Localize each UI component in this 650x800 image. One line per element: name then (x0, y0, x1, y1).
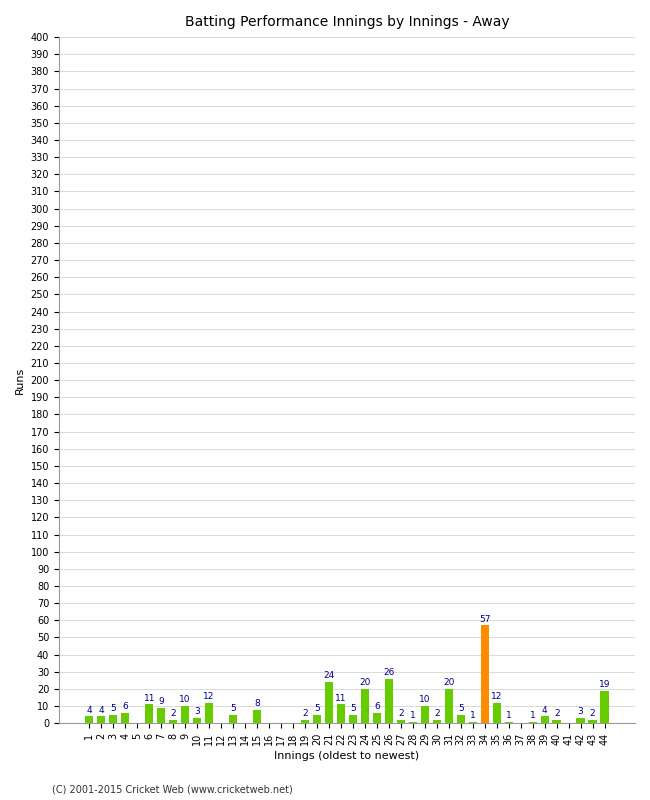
Text: 9: 9 (159, 697, 164, 706)
Text: 4: 4 (86, 706, 92, 714)
Text: 2: 2 (554, 709, 560, 718)
Text: 2: 2 (398, 709, 404, 718)
Title: Batting Performance Innings by Innings - Away: Batting Performance Innings by Innings -… (185, 15, 509, 29)
Text: 20: 20 (359, 678, 370, 687)
Text: 1: 1 (470, 710, 476, 720)
Bar (313, 714, 321, 723)
Bar (205, 702, 213, 723)
Text: 10: 10 (419, 695, 430, 704)
Text: 57: 57 (479, 614, 491, 624)
Bar (229, 714, 237, 723)
Bar (445, 689, 453, 723)
Text: 2: 2 (590, 709, 595, 718)
Bar (301, 720, 309, 723)
Bar (372, 713, 381, 723)
Text: 4: 4 (542, 706, 547, 714)
Bar (121, 713, 129, 723)
Bar (433, 720, 441, 723)
Text: 5: 5 (111, 704, 116, 713)
Text: 5: 5 (458, 704, 463, 713)
Text: 1: 1 (506, 710, 512, 720)
Bar (157, 708, 165, 723)
Bar (325, 682, 333, 723)
Bar (337, 704, 345, 723)
Text: 1: 1 (530, 710, 536, 720)
Bar (181, 706, 189, 723)
Bar (169, 720, 177, 723)
Text: 12: 12 (491, 692, 502, 701)
Text: 11: 11 (335, 694, 346, 702)
Text: 5: 5 (350, 704, 356, 713)
Bar (469, 722, 477, 723)
Text: 3: 3 (578, 707, 584, 716)
Bar (601, 690, 609, 723)
Text: 5: 5 (314, 704, 320, 713)
Bar (493, 702, 501, 723)
Bar (349, 714, 357, 723)
Text: 6: 6 (122, 702, 128, 711)
Bar (193, 718, 202, 723)
Text: 4: 4 (98, 706, 104, 714)
X-axis label: Innings (oldest to newest): Innings (oldest to newest) (274, 751, 419, 761)
Bar (528, 722, 537, 723)
Text: 8: 8 (254, 698, 260, 708)
Text: 5: 5 (230, 704, 236, 713)
Bar (552, 720, 561, 723)
Text: 11: 11 (144, 694, 155, 702)
Bar (504, 722, 513, 723)
Text: 10: 10 (179, 695, 191, 704)
Bar (361, 689, 369, 723)
Bar (421, 706, 429, 723)
Bar (456, 714, 465, 723)
Text: 2: 2 (170, 709, 176, 718)
Bar (396, 720, 405, 723)
Text: 1: 1 (410, 710, 416, 720)
Text: 2: 2 (302, 709, 308, 718)
Text: 6: 6 (374, 702, 380, 711)
Y-axis label: Runs: Runs (15, 366, 25, 394)
Text: 2: 2 (434, 709, 439, 718)
Bar (109, 714, 118, 723)
Bar (409, 722, 417, 723)
Bar (253, 710, 261, 723)
Text: 24: 24 (323, 671, 335, 680)
Text: (C) 2001-2015 Cricket Web (www.cricketweb.net): (C) 2001-2015 Cricket Web (www.cricketwe… (52, 784, 292, 794)
Bar (588, 720, 597, 723)
Bar (385, 678, 393, 723)
Text: 12: 12 (203, 692, 214, 701)
Bar (577, 718, 585, 723)
Bar (85, 716, 94, 723)
Bar (480, 626, 489, 723)
Text: 19: 19 (599, 680, 610, 689)
Bar (145, 704, 153, 723)
Text: 20: 20 (443, 678, 454, 687)
Bar (541, 716, 549, 723)
Text: 3: 3 (194, 707, 200, 716)
Text: 26: 26 (384, 668, 395, 677)
Bar (97, 716, 105, 723)
